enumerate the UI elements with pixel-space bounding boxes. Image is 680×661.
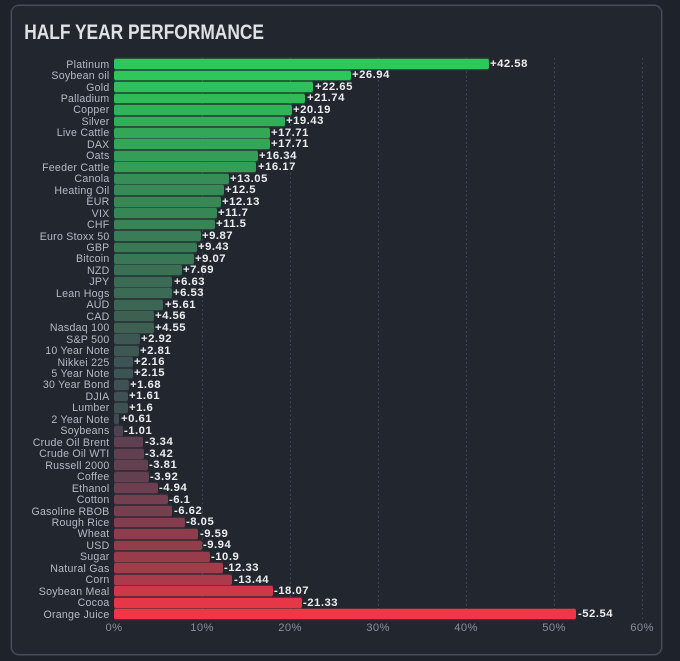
svg-text:HALF YEAR PERFORMANCE: HALF YEAR PERFORMANCE: [24, 21, 264, 44]
